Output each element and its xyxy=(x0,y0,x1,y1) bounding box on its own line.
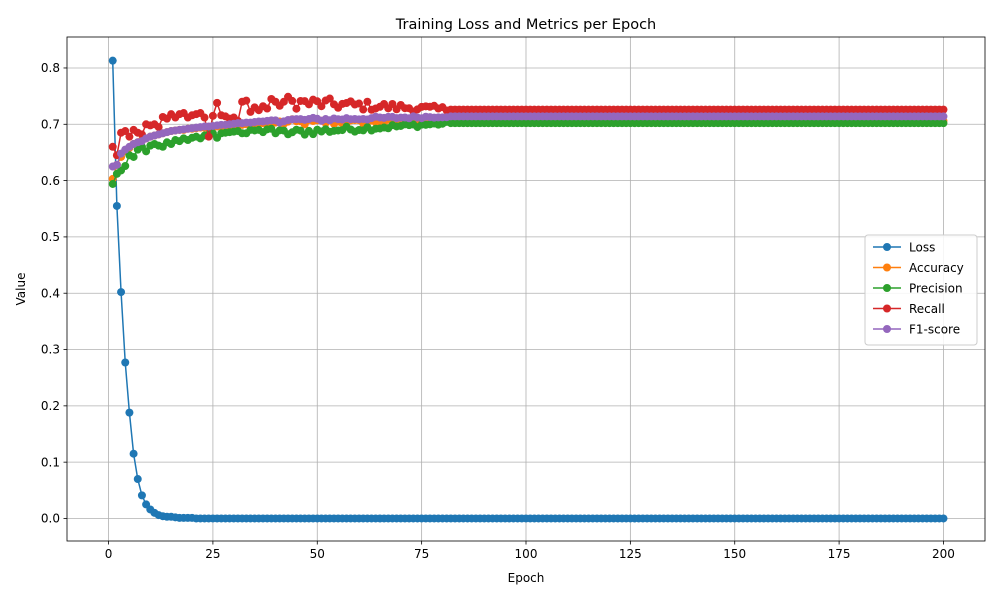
data-point xyxy=(121,358,130,367)
legend-item: Loss xyxy=(873,240,935,254)
data-point xyxy=(108,56,117,65)
y-tick-label: 0.6 xyxy=(41,174,60,188)
plot-area xyxy=(108,56,948,523)
legend-label: Accuracy xyxy=(909,261,964,275)
series-precision xyxy=(108,117,948,188)
legend-label: Recall xyxy=(909,302,945,316)
data-point xyxy=(129,449,138,458)
legend-label: Precision xyxy=(909,281,963,295)
data-point xyxy=(288,96,297,105)
data-point xyxy=(939,112,948,121)
data-point xyxy=(363,97,372,106)
y-tick-label: 0.7 xyxy=(41,117,60,131)
y-axis: 0.0 0.1 0.2 0.3 0.4 0.5 0.6 0.7 0.8 xyxy=(41,61,67,526)
series-loss xyxy=(108,56,948,523)
x-tick-label: 150 xyxy=(723,547,746,561)
legend-item: Recall xyxy=(873,302,945,316)
data-point xyxy=(108,179,117,188)
y-tick-label: 0.0 xyxy=(41,512,60,526)
legend-marker xyxy=(883,304,891,313)
y-tick-label: 0.4 xyxy=(41,286,60,300)
x-tick-label: 75 xyxy=(414,547,429,561)
legend-item: F1-score xyxy=(873,322,960,336)
data-point xyxy=(125,132,134,141)
legend-marker xyxy=(883,284,891,292)
data-point xyxy=(292,104,301,113)
legend-marker xyxy=(883,263,891,272)
x-tick-label: 0 xyxy=(105,547,113,561)
legend-label: F1-score xyxy=(909,322,960,336)
legend-item: Precision xyxy=(873,281,963,295)
x-tick-label: 175 xyxy=(828,547,851,561)
legend-box xyxy=(864,234,978,346)
legend-marker xyxy=(883,243,891,251)
x-axis-label: Epoch xyxy=(508,571,545,585)
data-point xyxy=(204,132,213,141)
y-tick-label: 0.3 xyxy=(41,343,60,357)
data-point xyxy=(133,475,142,484)
y-tick-label: 0.1 xyxy=(41,455,60,469)
y-axis-label: Value xyxy=(14,273,28,306)
data-point xyxy=(939,514,948,523)
data-point xyxy=(129,152,138,161)
chart-title: Training Loss and Metrics per Epoch xyxy=(395,17,656,33)
x-tick-label: 125 xyxy=(619,547,642,561)
legend: Loss Accuracy Precision Recall F1-score xyxy=(864,234,978,346)
data-point xyxy=(355,99,364,108)
data-point xyxy=(121,127,130,136)
x-tick-label: 50 xyxy=(310,547,325,561)
y-tick-label: 0.5 xyxy=(41,230,60,244)
data-point xyxy=(142,147,151,156)
x-tick-label: 200 xyxy=(932,547,955,561)
data-point xyxy=(359,105,368,114)
data-point xyxy=(121,161,130,170)
series-recall xyxy=(108,92,948,160)
y-tick-label: 0.2 xyxy=(41,399,60,413)
legend-item: Accuracy xyxy=(873,261,964,275)
data-point xyxy=(317,102,326,111)
data-point xyxy=(154,123,163,132)
x-tick-label: 100 xyxy=(515,547,538,561)
data-point xyxy=(263,104,272,113)
data-point xyxy=(213,98,222,107)
data-point xyxy=(939,105,948,114)
data-point xyxy=(117,288,126,297)
legend-label: Loss xyxy=(909,240,935,254)
data-point xyxy=(200,113,209,122)
x-tick-label: 25 xyxy=(205,547,220,561)
data-point xyxy=(242,96,251,105)
data-point xyxy=(112,160,121,169)
data-point xyxy=(112,201,121,210)
series-f1-score xyxy=(108,112,948,171)
data-point xyxy=(108,142,117,151)
data-point xyxy=(208,111,217,120)
data-point xyxy=(939,119,948,128)
data-point xyxy=(325,94,334,103)
y-tick-label: 0.8 xyxy=(41,61,60,75)
data-point xyxy=(137,491,146,500)
legend-marker xyxy=(883,325,891,333)
data-point xyxy=(125,408,134,417)
x-axis: 0 25 50 75 100 125 150 175 200 xyxy=(105,541,955,561)
